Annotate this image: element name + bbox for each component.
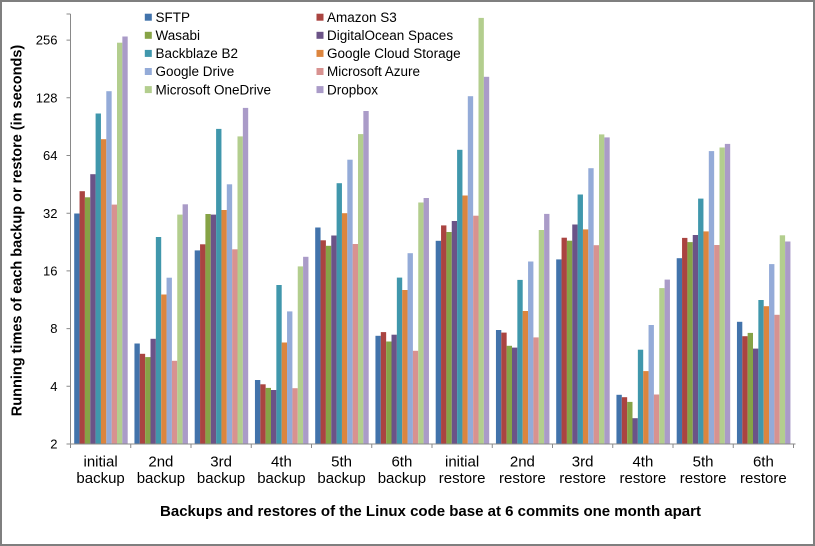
svg-text:32: 32 xyxy=(43,206,57,221)
svg-text:Google Cloud Storage: Google Cloud Storage xyxy=(327,46,461,61)
svg-text:256: 256 xyxy=(36,33,58,48)
svg-text:restore: restore xyxy=(680,470,727,487)
svg-text:SFTP: SFTP xyxy=(156,10,191,25)
svg-text:2nd: 2nd xyxy=(510,454,535,471)
svg-text:4: 4 xyxy=(50,379,57,394)
svg-text:Amazon S3: Amazon S3 xyxy=(327,10,397,25)
svg-text:restore: restore xyxy=(620,470,667,487)
svg-text:5th: 5th xyxy=(693,454,714,471)
svg-text:Microsoft Azure: Microsoft Azure xyxy=(327,64,420,79)
svg-text:128: 128 xyxy=(36,90,58,105)
svg-text:backup: backup xyxy=(76,470,124,487)
svg-text:backup: backup xyxy=(257,470,305,487)
svg-text:backup: backup xyxy=(137,470,185,487)
svg-text:DigitalOcean Spaces: DigitalOcean Spaces xyxy=(327,28,453,43)
svg-text:backup: backup xyxy=(317,470,365,487)
svg-text:2: 2 xyxy=(50,437,57,452)
svg-text:3rd: 3rd xyxy=(210,454,232,471)
svg-text:restore: restore xyxy=(439,470,486,487)
svg-text:8: 8 xyxy=(50,321,57,336)
svg-text:Wasabi: Wasabi xyxy=(156,28,201,43)
svg-text:Google Drive: Google Drive xyxy=(156,64,235,79)
svg-text:Running times of each backup o: Running times of each backup or restore … xyxy=(9,45,25,417)
svg-text:2nd: 2nd xyxy=(148,454,173,471)
svg-text:restore: restore xyxy=(740,470,787,487)
svg-text:5th: 5th xyxy=(331,454,352,471)
svg-text:Backblaze B2: Backblaze B2 xyxy=(156,46,239,61)
svg-text:6th: 6th xyxy=(753,454,774,471)
svg-text:Dropbox: Dropbox xyxy=(327,82,378,97)
svg-text:backup: backup xyxy=(378,470,426,487)
svg-text:restore: restore xyxy=(499,470,546,487)
svg-text:4th: 4th xyxy=(271,454,292,471)
svg-text:Microsoft OneDrive: Microsoft OneDrive xyxy=(156,82,272,97)
svg-text:initial: initial xyxy=(84,454,118,471)
svg-text:initial: initial xyxy=(445,454,479,471)
svg-text:6th: 6th xyxy=(391,454,412,471)
svg-text:restore: restore xyxy=(559,470,606,487)
svg-text:backup: backup xyxy=(197,470,245,487)
svg-text:Backups and restores of the Li: Backups and restores of the Linux code b… xyxy=(160,503,701,520)
svg-text:64: 64 xyxy=(43,148,57,163)
svg-text:4th: 4th xyxy=(632,454,653,471)
svg-text:3rd: 3rd xyxy=(572,454,594,471)
svg-text:16: 16 xyxy=(43,264,57,279)
